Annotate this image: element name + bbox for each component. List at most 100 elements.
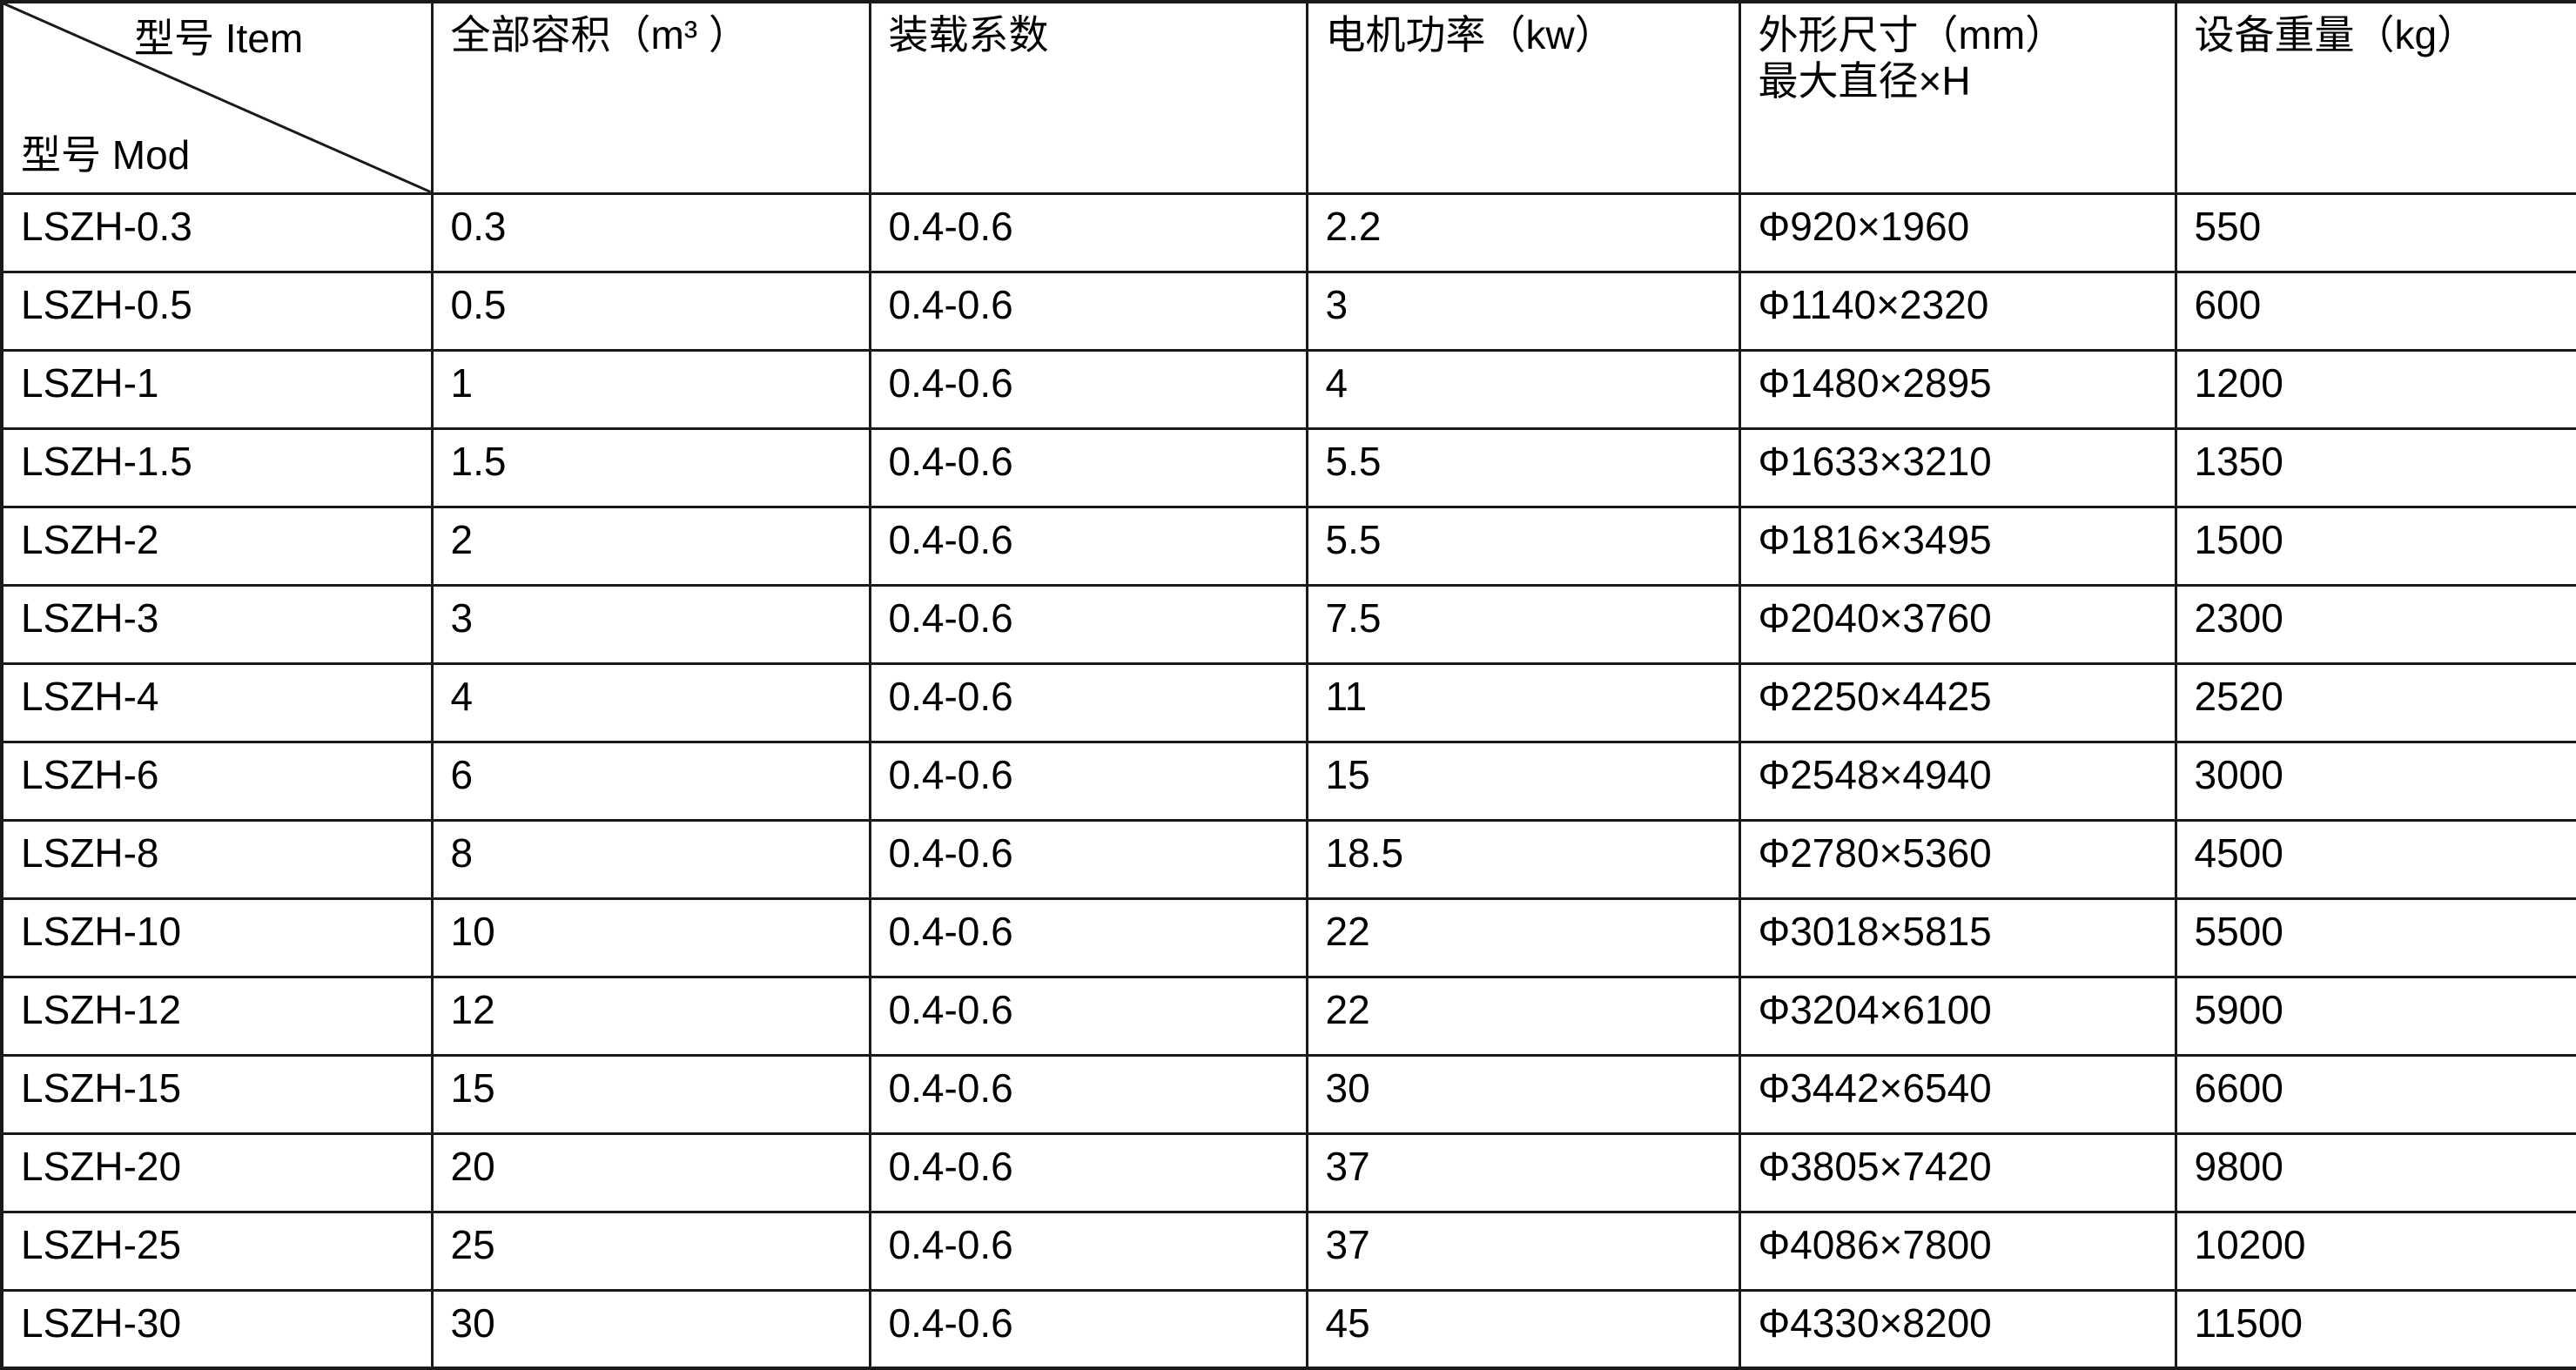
cell-load-factor: 0.4-0.6: [868, 975, 1308, 1057]
cell-total-volume: 12: [430, 975, 871, 1057]
cell-total-volume: 25: [430, 1210, 871, 1292]
cell-motor-power: 7.5: [1305, 583, 1741, 665]
cell-motor-power: 22: [1305, 975, 1741, 1057]
cell-motor-power: 11: [1305, 661, 1741, 743]
table-row: LSZH-3 3 0.4-0.6 7.5 Φ2040×3760 2300: [0, 583, 2576, 665]
cell-motor-power: 22: [1305, 897, 1741, 978]
header-label-total-volume: 全部容积（m³ ）: [450, 12, 749, 57]
header-cell-motor-power: 电机功率（kw）: [1305, 0, 1741, 195]
table-row: LSZH-0.3 0.3 0.4-0.6 2.2 Φ920×1960 550: [0, 191, 2576, 273]
cell-weight: 10200: [2174, 1210, 2576, 1292]
cell-weight: 9800: [2174, 1132, 2576, 1213]
table-row: LSZH-15 15 0.4-0.6 30 Φ3442×6540 6600: [0, 1053, 2576, 1135]
cell-load-factor: 0.4-0.6: [868, 270, 1308, 352]
cell-motor-power: 30: [1305, 1053, 1741, 1135]
header-label-mod: 型号 Mod: [21, 132, 191, 178]
cell-model: LSZH-0.3: [0, 191, 434, 273]
diagonal-divider-line: [3, 3, 431, 192]
cell-model: LSZH-12: [0, 975, 434, 1057]
cell-motor-power: 37: [1305, 1210, 1741, 1292]
cell-load-factor: 0.4-0.6: [868, 426, 1308, 508]
cell-model: LSZH-3: [0, 583, 434, 665]
cell-dimensions: Φ3442×6540: [1738, 1053, 2177, 1135]
header-label-weight: 设备重量（kg）: [2194, 12, 2478, 57]
cell-load-factor: 0.4-0.6: [868, 740, 1308, 822]
cell-load-factor: 0.4-0.6: [868, 1132, 1308, 1213]
cell-total-volume: 3: [430, 583, 871, 665]
header-cell-total-volume: 全部容积（m³ ）: [430, 0, 871, 195]
cell-model: LSZH-1.5: [0, 426, 434, 508]
cell-motor-power: 45: [1305, 1288, 1741, 1370]
cell-load-factor: 0.4-0.6: [868, 818, 1308, 900]
cell-model: LSZH-2: [0, 505, 434, 587]
header-cell-weight: 设备重量（kg）: [2174, 0, 2576, 195]
cell-dimensions: Φ3204×6100: [1738, 975, 2177, 1057]
cell-dimensions: Φ2040×3760: [1738, 583, 2177, 665]
cell-weight: 1350: [2174, 426, 2576, 508]
cell-model: LSZH-25: [0, 1210, 434, 1292]
cell-load-factor: 0.4-0.6: [868, 348, 1308, 430]
cell-total-volume: 1.5: [430, 426, 871, 508]
table-row: LSZH-6 6 0.4-0.6 15 Φ2548×4940 3000: [0, 740, 2576, 822]
cell-total-volume: 6: [430, 740, 871, 822]
cell-dimensions: Φ2250×4425: [1738, 661, 2177, 743]
cell-weight: 1200: [2174, 348, 2576, 430]
cell-dimensions: Φ1816×3495: [1738, 505, 2177, 587]
cell-motor-power: 18.5: [1305, 818, 1741, 900]
table-row: LSZH-8 8 0.4-0.6 18.5 Φ2780×5360 4500: [0, 818, 2576, 900]
cell-model: LSZH-8: [0, 818, 434, 900]
cell-model: LSZH-15: [0, 1053, 434, 1135]
header-label-dimensions: 外形尺寸（mm）: [1758, 12, 2066, 57]
cell-total-volume: 15: [430, 1053, 871, 1135]
cell-weight: 5900: [2174, 975, 2576, 1057]
cell-model: LSZH-20: [0, 1132, 434, 1213]
cell-dimensions: Φ920×1960: [1738, 191, 2177, 273]
cell-motor-power: 4: [1305, 348, 1741, 430]
cell-total-volume: 30: [430, 1288, 871, 1370]
cell-total-volume: 1: [430, 348, 871, 430]
table-row: LSZH-30 30 0.4-0.6 45 Φ4330×8200 11500: [0, 1288, 2576, 1370]
header-label-load-factor: 装载系数: [888, 12, 1049, 57]
cell-load-factor: 0.4-0.6: [868, 661, 1308, 743]
cell-motor-power: 2.2: [1305, 191, 1741, 273]
cell-dimensions: Φ3805×7420: [1738, 1132, 2177, 1213]
cell-model: LSZH-0.5: [0, 270, 434, 352]
cell-total-volume: 8: [430, 818, 871, 900]
table-row: LSZH-0.5 0.5 0.4-0.6 3 Φ1140×2320 600: [0, 270, 2576, 352]
spec-table-header: 型号 Item 型号 Mod 全部容积（m³ ） 装载系数 电机功率（kw） 外…: [0, 0, 2576, 195]
table-row: LSZH-12 12 0.4-0.6 22 Φ3204×6100 5900: [0, 975, 2576, 1057]
cell-weight: 600: [2174, 270, 2576, 352]
cell-weight: 2520: [2174, 661, 2576, 743]
cell-load-factor: 0.4-0.6: [868, 897, 1308, 978]
cell-weight: 6600: [2174, 1053, 2576, 1135]
cell-model: LSZH-1: [0, 348, 434, 430]
table-row: LSZH-4 4 0.4-0.6 11 Φ2250×4425 2520: [0, 661, 2576, 743]
cell-dimensions: Φ2548×4940: [1738, 740, 2177, 822]
cell-weight: 11500: [2174, 1288, 2576, 1370]
cell-total-volume: 0.5: [430, 270, 871, 352]
cell-dimensions: Φ1140×2320: [1738, 270, 2177, 352]
cell-weight: 1500: [2174, 505, 2576, 587]
spec-table-body: LSZH-0.3 0.3 0.4-0.6 2.2 Φ920×1960 550 L…: [0, 191, 2576, 1370]
header-row: 型号 Item 型号 Mod 全部容积（m³ ） 装载系数 电机功率（kw） 外…: [0, 0, 2576, 195]
cell-model: LSZH-4: [0, 661, 434, 743]
cell-motor-power: 15: [1305, 740, 1741, 822]
table-row: LSZH-2 2 0.4-0.6 5.5 Φ1816×3495 1500: [0, 505, 2576, 587]
table-row: LSZH-10 10 0.4-0.6 22 Φ3018×5815 5500: [0, 897, 2576, 978]
cell-total-volume: 20: [430, 1132, 871, 1213]
cell-motor-power: 37: [1305, 1132, 1741, 1213]
table-row: LSZH-1.5 1.5 0.4-0.6 5.5 Φ1633×3210 1350: [0, 426, 2576, 508]
table-row: LSZH-1 1 0.4-0.6 4 Φ1480×2895 1200: [0, 348, 2576, 430]
header-cell-load-factor: 装载系数: [868, 0, 1308, 195]
cell-total-volume: 2: [430, 505, 871, 587]
cell-weight: 2300: [2174, 583, 2576, 665]
cell-load-factor: 0.4-0.6: [868, 1053, 1308, 1135]
cell-load-factor: 0.4-0.6: [868, 505, 1308, 587]
header-label-dimensions-line2: 最大直径×H: [1758, 58, 1971, 104]
cell-model: LSZH-6: [0, 740, 434, 822]
cell-weight: 4500: [2174, 818, 2576, 900]
cell-weight: 5500: [2174, 897, 2576, 978]
cell-load-factor: 0.4-0.6: [868, 1210, 1308, 1292]
cell-load-factor: 0.4-0.6: [868, 1288, 1308, 1370]
